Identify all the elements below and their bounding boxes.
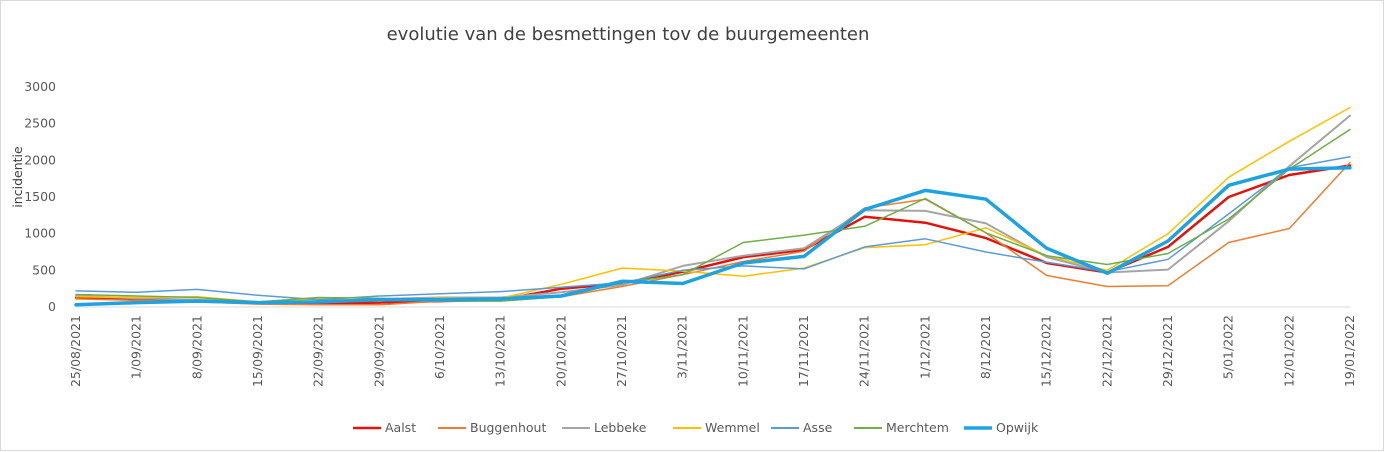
legend: Aalst Buggenhout Lebbeke Wemmel Asse Merchtem… <box>353 420 1039 435</box>
legend-label: Lebbeke <box>594 420 647 435</box>
x-tick-label: 20/10/2021 <box>553 315 568 387</box>
y-tick-label: 500 <box>32 262 56 277</box>
y-tick-label: 2500 <box>24 116 56 131</box>
legend-label: Opwijk <box>996 420 1039 435</box>
x-tick-label: 8/09/2021 <box>189 315 204 379</box>
y-tick-label: 1000 <box>24 226 56 241</box>
x-tick-label: 13/10/2021 <box>493 315 508 387</box>
legend-label: Asse <box>803 420 833 435</box>
series-line-merchtem <box>75 128 1351 303</box>
x-tick-label: 29/12/2021 <box>1160 315 1175 387</box>
legend-item-opwijk: Opwijk <box>964 420 1039 435</box>
x-tick-label: 27/10/2021 <box>614 315 629 387</box>
series-line-buggenhout <box>75 161 1351 306</box>
x-tick-label: 12/01/2022 <box>1281 315 1296 387</box>
legend-item-buggenhout: Buggenhout <box>438 420 546 435</box>
x-tick-label: 15/12/2021 <box>1039 315 1054 387</box>
legend-item-lebbeke: Lebbeke <box>562 420 647 435</box>
chart-title: evolutie van de besmettingen tov de buur… <box>387 24 870 45</box>
x-tick-label: 29/09/2021 <box>371 315 386 387</box>
x-tick-label: 1/12/2021 <box>917 315 932 379</box>
plot-area <box>74 106 1352 307</box>
x-tick-label: 15/09/2021 <box>250 315 265 387</box>
x-tick-label: 22/12/2021 <box>1099 315 1114 387</box>
y-tick-label: 2000 <box>24 152 56 167</box>
series-line-opwijk <box>74 165 1352 307</box>
x-axis: 25/08/2021 1/09/2021 8/09/2021 15/09/2021 22… <box>68 306 1357 387</box>
x-tick-label: 24/11/2021 <box>857 315 872 387</box>
x-tick-label: 1/09/2021 <box>129 315 144 379</box>
series-line-asse <box>75 155 1351 301</box>
series-line-aalst <box>74 164 1352 305</box>
y-tick-label: 1500 <box>24 189 56 204</box>
legend-label: Buggenhout <box>470 420 546 435</box>
legend-item-aalst: Aalst <box>353 420 416 435</box>
x-tick-label: 5/01/2022 <box>1221 315 1236 379</box>
legend-item-asse: Asse <box>771 420 833 435</box>
x-tick-label: 8/12/2021 <box>978 315 993 379</box>
legend-item-merchtem: Merchtem <box>854 420 949 435</box>
x-tick-label: 19/01/2022 <box>1342 315 1357 387</box>
legend-label: Wemmel <box>705 420 760 435</box>
y-axis: 0 500 1000 1500 2000 2500 3000 <box>24 79 56 314</box>
x-tick-label: 6/10/2021 <box>432 315 447 379</box>
legend-label: Aalst <box>385 420 416 435</box>
x-tick-label: 22/09/2021 <box>311 315 326 387</box>
x-tick-label: 3/11/2021 <box>675 315 690 379</box>
y-tick-label: 0 <box>48 299 56 314</box>
legend-label: Merchtem <box>886 420 949 435</box>
x-tick-label: 25/08/2021 <box>68 315 83 387</box>
y-tick-label: 3000 <box>24 79 56 94</box>
legend-item-wemmel: Wemmel <box>673 420 760 435</box>
y-axis-label: incidentie <box>10 146 25 208</box>
x-tick-label: 10/11/2021 <box>735 315 750 387</box>
x-tick-label: 17/11/2021 <box>796 315 811 387</box>
